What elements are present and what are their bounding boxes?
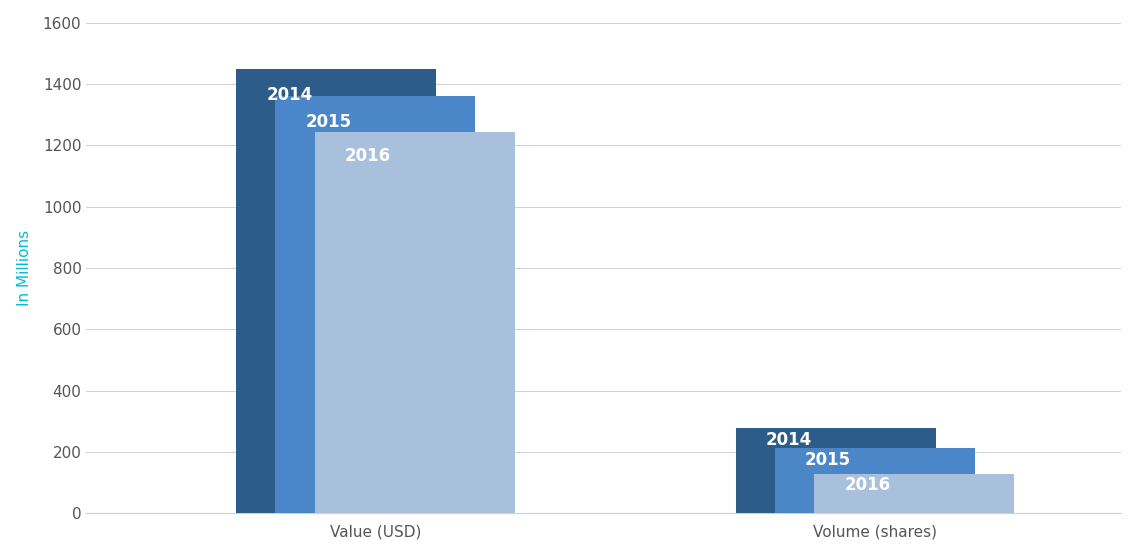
Bar: [736, 428, 935, 513]
Bar: [237, 68, 436, 513]
Bar: [815, 474, 1014, 513]
Text: 2014: 2014: [266, 86, 313, 105]
Bar: [315, 132, 514, 513]
Bar: [275, 96, 476, 513]
Y-axis label: In Millions: In Millions: [17, 230, 32, 306]
Text: 2015: 2015: [805, 450, 851, 469]
Text: 2014: 2014: [766, 431, 813, 449]
Bar: [775, 448, 975, 513]
Text: 2016: 2016: [345, 147, 390, 165]
Text: 2015: 2015: [305, 113, 352, 131]
Text: 2016: 2016: [844, 475, 891, 494]
